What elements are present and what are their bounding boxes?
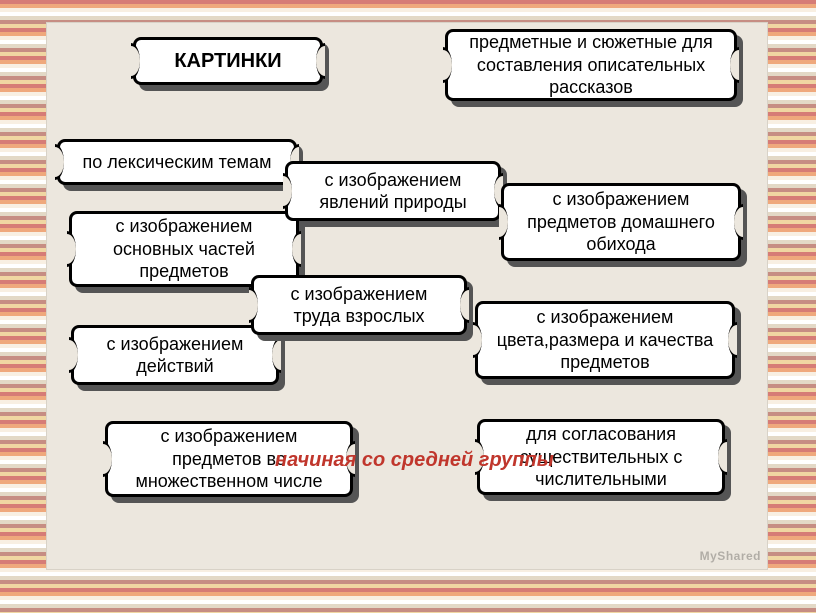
card-notch-left: [94, 441, 112, 477]
card-notch-left: [58, 231, 76, 267]
card-title: КАРТИНКИ: [133, 37, 323, 85]
card-notch-left: [60, 337, 78, 373]
slide-canvas: начиная со средней группы MyShared КАРТИ…: [46, 22, 768, 570]
card-notch-left: [46, 144, 64, 180]
card-actions: с изображением действий: [71, 325, 279, 385]
card-nature: с изображением явлений природы: [285, 161, 501, 221]
card-notch-left: [434, 47, 452, 83]
card-color: с изображением цвета,размера и качества …: [475, 301, 735, 379]
card-labor: с изображением труда взрослых: [251, 275, 467, 335]
card-notch-left: [122, 43, 140, 79]
card-subject: предметные и сюжетные для составления оп…: [445, 29, 737, 101]
overlay-caption: начиная со средней группы: [275, 449, 554, 472]
watermark: MyShared: [700, 549, 761, 563]
card-household: с изображением предметов домашнего обихо…: [501, 183, 741, 261]
card-lexical: по лексическим темам: [57, 139, 297, 185]
